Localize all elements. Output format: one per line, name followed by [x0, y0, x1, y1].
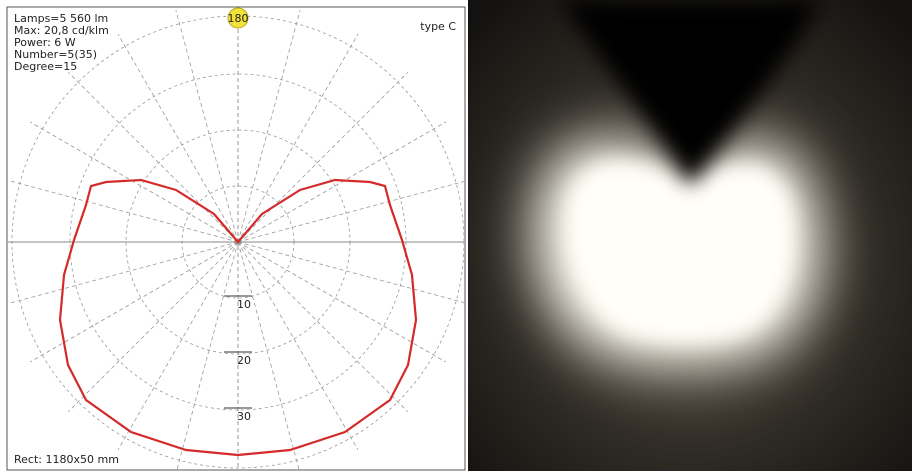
ring-label: 30 — [237, 410, 251, 423]
intensity-curve — [58, 178, 418, 457]
grid-spoke — [29, 121, 239, 243]
info-line: Number=5(35) — [14, 48, 97, 61]
grid-spoke — [237, 241, 464, 303]
ring-label: 10 — [237, 298, 251, 311]
ring-label: 20 — [237, 354, 251, 367]
grid-spoke — [237, 241, 300, 470]
grid-spoke — [237, 241, 408, 412]
ring-labels: 10 20 30 — [224, 295, 252, 423]
type-label: type C — [420, 20, 456, 33]
grid-spoke — [68, 241, 239, 412]
grid-spoke — [175, 10, 239, 243]
grid-spoke — [117, 241, 239, 451]
grid-spoke — [68, 72, 239, 243]
grid-spoke — [237, 72, 408, 243]
footer-label: Rect: 1180x50 mm — [14, 453, 119, 466]
info-line: Lamps=5 560 lm — [14, 12, 108, 25]
grid-spoke — [237, 121, 447, 243]
info-line: Power: 6 W — [14, 36, 76, 49]
grid-spoke — [237, 241, 359, 451]
top-marker — [227, 7, 249, 29]
grid-spoke — [237, 181, 464, 243]
grid-spoke — [8, 241, 239, 305]
grid-spoke — [237, 10, 301, 243]
grid-spoke — [237, 33, 359, 243]
grid-spoke — [117, 33, 239, 243]
grid-spoke — [8, 179, 239, 243]
top-marker-label: 180 — [228, 12, 249, 25]
grid-spoke — [176, 241, 239, 470]
light-render — [468, 0, 912, 471]
info-line: Max: 20,8 cd/klm — [14, 24, 109, 37]
info-line: Degree=15 — [14, 60, 77, 73]
